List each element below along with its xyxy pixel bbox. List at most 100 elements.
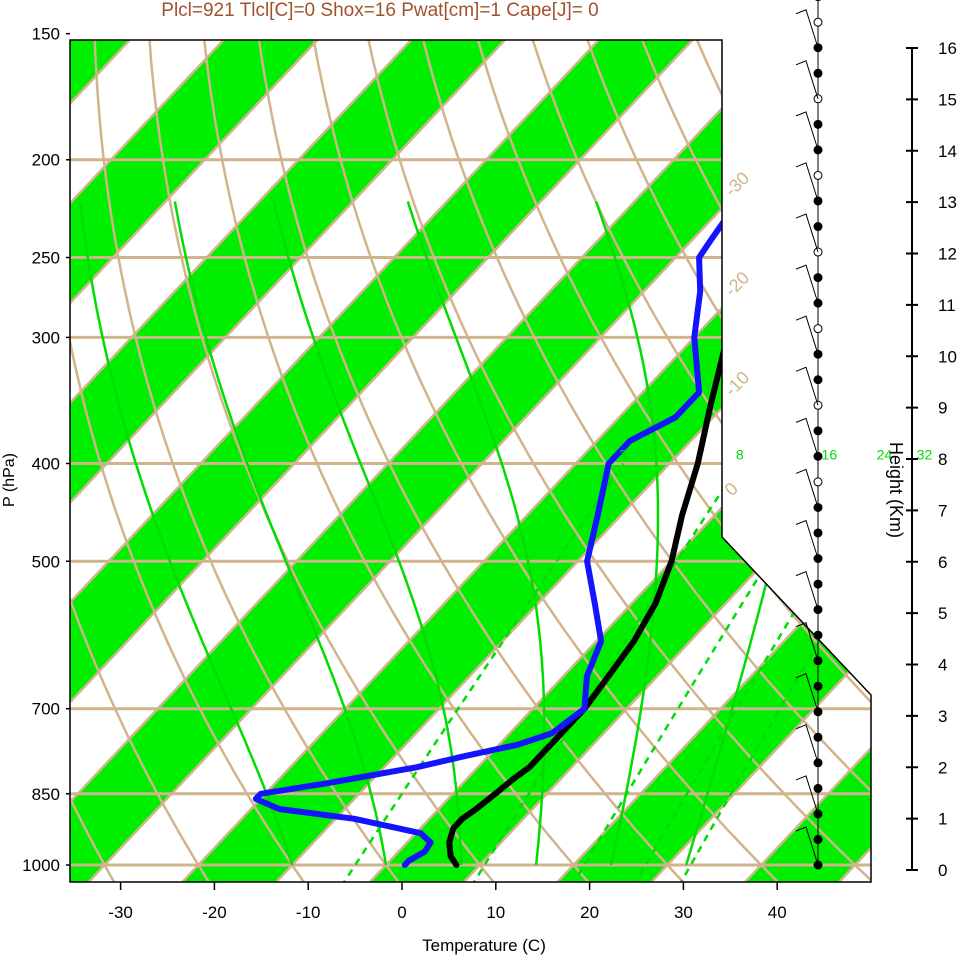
wind-barb bbox=[795, 570, 819, 610]
height-tick-label: 1 bbox=[938, 810, 947, 829]
height-tick-label: 6 bbox=[938, 553, 947, 572]
height-tick-label: 4 bbox=[938, 656, 947, 675]
dry-adiabat-line bbox=[525, 40, 871, 882]
wind-barb-point bbox=[813, 426, 823, 436]
moist-adiabat-line bbox=[272, 201, 463, 865]
wind-barb-point bbox=[813, 17, 823, 27]
isotherm-line bbox=[627, 40, 871, 882]
wind-barb-point bbox=[813, 170, 823, 180]
isotherm-band bbox=[70, 40, 722, 882]
dry-adiabat-line bbox=[478, 40, 871, 882]
isotherm-band bbox=[70, 40, 871, 882]
y-tick-label: 150 bbox=[32, 25, 60, 44]
height-tick-label: 0 bbox=[938, 861, 947, 880]
height-tick-label: 5 bbox=[938, 604, 947, 623]
height-tick-label: 10 bbox=[938, 347, 957, 366]
height-axis-label: Height (Km) bbox=[886, 442, 906, 538]
dry-adiabat-line bbox=[242, 40, 708, 882]
height-tick-label: 8 bbox=[938, 450, 947, 469]
isotherm-line bbox=[158, 40, 871, 882]
height-tick-label: 9 bbox=[938, 399, 947, 418]
isotherm-line bbox=[70, 40, 871, 882]
wind-barb bbox=[795, 775, 819, 815]
wind-barb bbox=[795, 417, 819, 457]
y-tick-label: 1000 bbox=[22, 856, 60, 875]
x-tick-label: 40 bbox=[768, 903, 787, 922]
x-tick-label: -10 bbox=[296, 903, 321, 922]
height-tick-label: 7 bbox=[938, 501, 947, 520]
isotherm-band bbox=[346, 40, 871, 882]
x-tick-label: 10 bbox=[486, 903, 505, 922]
dry-adiabat-line bbox=[431, 40, 871, 882]
isotherm-label: -30 bbox=[721, 168, 754, 201]
temperature-profile bbox=[446, 40, 871, 868]
wind-barb-point bbox=[813, 579, 823, 589]
wind-barb bbox=[795, 468, 819, 508]
axes: 1001502002503004005007008501000-30-20-10… bbox=[22, 25, 787, 922]
height-tick-label: 3 bbox=[938, 707, 947, 726]
mixing-ratio-line bbox=[570, 462, 831, 882]
plot-frame bbox=[69, 39, 872, 883]
isotherm-band bbox=[70, 40, 534, 882]
isotherm-label: -10 bbox=[721, 367, 754, 400]
wind-barb-point bbox=[813, 477, 823, 487]
wind-barb-point bbox=[813, 222, 823, 232]
wind-barb bbox=[795, 366, 819, 406]
wind-barb-point bbox=[813, 732, 823, 742]
dry-adiabat-line bbox=[951, 0, 961, 907]
mixing-ratio-line bbox=[340, 462, 625, 882]
height-tick-label: 14 bbox=[938, 142, 957, 161]
y-axis-label: P (hPa) bbox=[1, 453, 18, 507]
mixing-ratio-label: 16 bbox=[822, 446, 838, 462]
height-tick-label: 2 bbox=[938, 758, 947, 777]
wind-barb bbox=[795, 213, 819, 253]
y-tick-label: 850 bbox=[32, 785, 60, 804]
isotherm-line bbox=[533, 40, 871, 882]
plot-border bbox=[69, 39, 872, 883]
moist-adiabat-line bbox=[594, 201, 660, 866]
dry-adiabat-line bbox=[70, 40, 226, 882]
mixing-ratio-label: 24 bbox=[877, 446, 893, 462]
x-tick-label: 30 bbox=[674, 903, 693, 922]
x-tick-label: 20 bbox=[580, 903, 599, 922]
dry-adiabat-line bbox=[92, 40, 419, 882]
height-tick-label: 11 bbox=[938, 296, 956, 315]
wind-barb bbox=[795, 724, 819, 763]
isotherm-line bbox=[70, 40, 629, 882]
wind-barb-point bbox=[813, 324, 823, 334]
dry-adiabat-line bbox=[70, 40, 130, 882]
height-tick-label: 13 bbox=[938, 193, 957, 212]
x-axis-label: Temperature (C) bbox=[422, 936, 546, 955]
x-tick-label: -20 bbox=[202, 903, 227, 922]
wind-barb-point bbox=[813, 273, 823, 283]
isotherm-line bbox=[70, 40, 871, 882]
wind-barb bbox=[795, 826, 819, 866]
isotherm-line bbox=[439, 40, 871, 882]
isotherm-label: -20 bbox=[721, 268, 754, 301]
y-tick-label: 200 bbox=[32, 151, 60, 170]
wind-barb bbox=[795, 519, 819, 559]
wind-barb-point bbox=[813, 681, 823, 691]
dry-adiabat-line bbox=[289, 40, 804, 882]
mixing-ratio-label: 32 bbox=[917, 446, 933, 462]
wind-barb-point bbox=[813, 834, 823, 844]
mixing-ratio-label: 3 bbox=[619, 446, 627, 462]
y-tick-label: 400 bbox=[32, 454, 60, 473]
y-tick-label: 500 bbox=[32, 552, 60, 571]
wind-barb bbox=[795, 162, 819, 202]
height-tick-label: 12 bbox=[938, 245, 957, 264]
wind-barb-point bbox=[813, 783, 823, 793]
isotherm-label: 0 bbox=[721, 479, 742, 500]
x-tick-label: 0 bbox=[397, 903, 406, 922]
x-tick-label: -30 bbox=[108, 903, 133, 922]
isotherm-line bbox=[70, 40, 816, 882]
wind-barb-point bbox=[813, 375, 823, 385]
wind-barb bbox=[795, 315, 819, 355]
wind-barb bbox=[795, 9, 819, 48]
dry-adiabat-line bbox=[144, 40, 515, 882]
y-tick-label: 250 bbox=[32, 249, 60, 268]
dry-adiabat-line bbox=[70, 40, 323, 882]
dry-adiabat-line bbox=[194, 40, 612, 882]
